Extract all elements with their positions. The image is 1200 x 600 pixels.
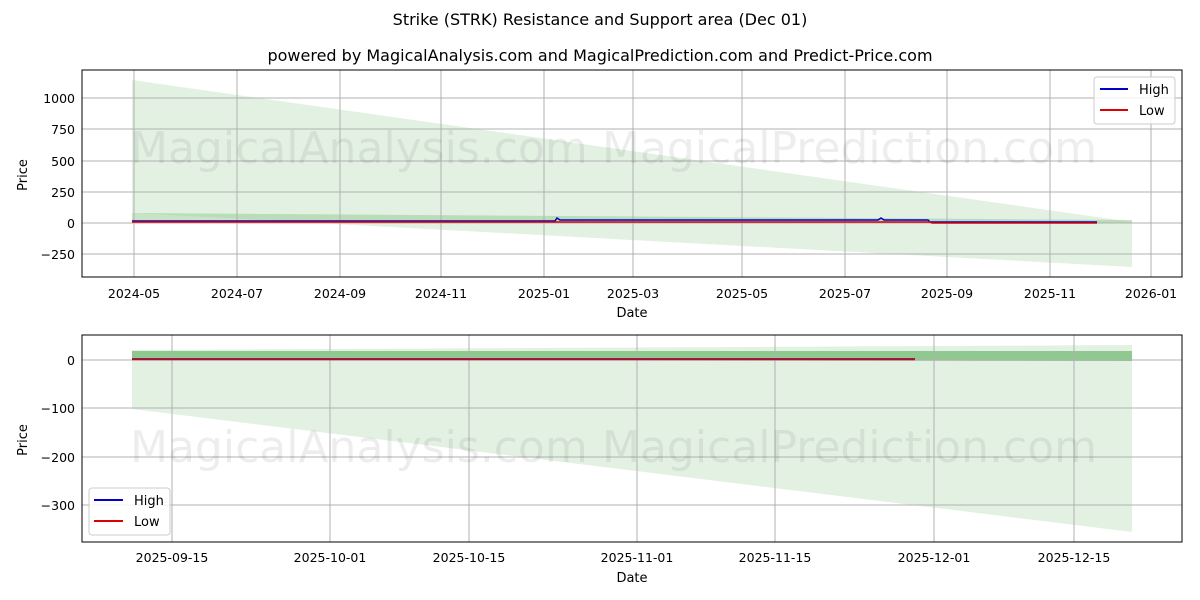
x-tick: 2024-09	[314, 286, 366, 301]
y-tick: 750	[51, 122, 75, 137]
top-grid	[82, 70, 1182, 277]
x-tick: 2025-12-15	[1038, 550, 1111, 565]
top-chart: MagicalAnalysis.com MagicalPrediction.co…	[16, 69, 1183, 321]
x-tick: 2025-03	[607, 286, 659, 301]
x-tick: 2024-05	[108, 286, 160, 301]
y-tick: −200	[41, 450, 75, 465]
legend-low: Low	[134, 515, 160, 530]
x-tick: 2025-07	[819, 286, 871, 301]
top-high-line	[132, 216, 1097, 223]
bottom-legend: High Low	[88, 487, 171, 536]
legend-high: High	[1139, 83, 1169, 98]
x-tick: 2024-07	[211, 286, 263, 301]
bottom-chart: MagicalAnalysis.com MagicalPrediction.co…	[16, 334, 1183, 586]
x-tick: 2025-09	[921, 286, 973, 301]
y-tick: −100	[41, 401, 75, 416]
x-axis-label: Date	[616, 306, 647, 321]
x-tick: 2025-10-01	[294, 550, 367, 565]
x-tick: 2026-01	[1125, 286, 1177, 301]
x-tick: 2025-12-01	[898, 550, 971, 565]
watermark-analysis: MagicalAnalysis.com	[130, 123, 588, 174]
watermark-prediction: MagicalPrediction.com	[602, 422, 1097, 473]
y-tick: 250	[51, 185, 75, 200]
x-axis-label: Date	[616, 571, 647, 586]
y-tick: −250	[41, 247, 75, 262]
x-tick: 2024-11	[415, 286, 467, 301]
x-tick: 2025-11-01	[601, 550, 674, 565]
legend-high: High	[134, 494, 164, 509]
y-tick: 500	[51, 154, 75, 169]
legend-low: Low	[1139, 104, 1165, 119]
x-tick: 2025-09-15	[136, 550, 209, 565]
y-tick: 1000	[43, 91, 75, 106]
x-tick: 2025-11-15	[739, 550, 812, 565]
chart-title: Strike (STRK) Resistance and Support are…	[392, 10, 808, 29]
top-legend: High Low	[1093, 76, 1176, 125]
x-tick: 2025-10-15	[433, 550, 506, 565]
watermark-prediction: MagicalPrediction.com	[602, 123, 1097, 174]
y-axis-label: Price	[16, 424, 31, 456]
x-tick: 2025-01	[518, 286, 570, 301]
x-tick: 2025-05	[716, 286, 768, 301]
x-tick: 2025-11	[1024, 286, 1076, 301]
y-tick: 0	[67, 216, 75, 231]
y-tick: −300	[41, 498, 75, 513]
y-axis-label: Price	[16, 159, 31, 191]
y-tick: 0	[67, 353, 75, 368]
chart-subtitle: powered by MagicalAnalysis.com and Magic…	[267, 46, 933, 65]
bottom-band	[132, 345, 1132, 532]
top-low-line	[132, 221, 1097, 224]
watermark-analysis: MagicalAnalysis.com	[130, 422, 588, 473]
